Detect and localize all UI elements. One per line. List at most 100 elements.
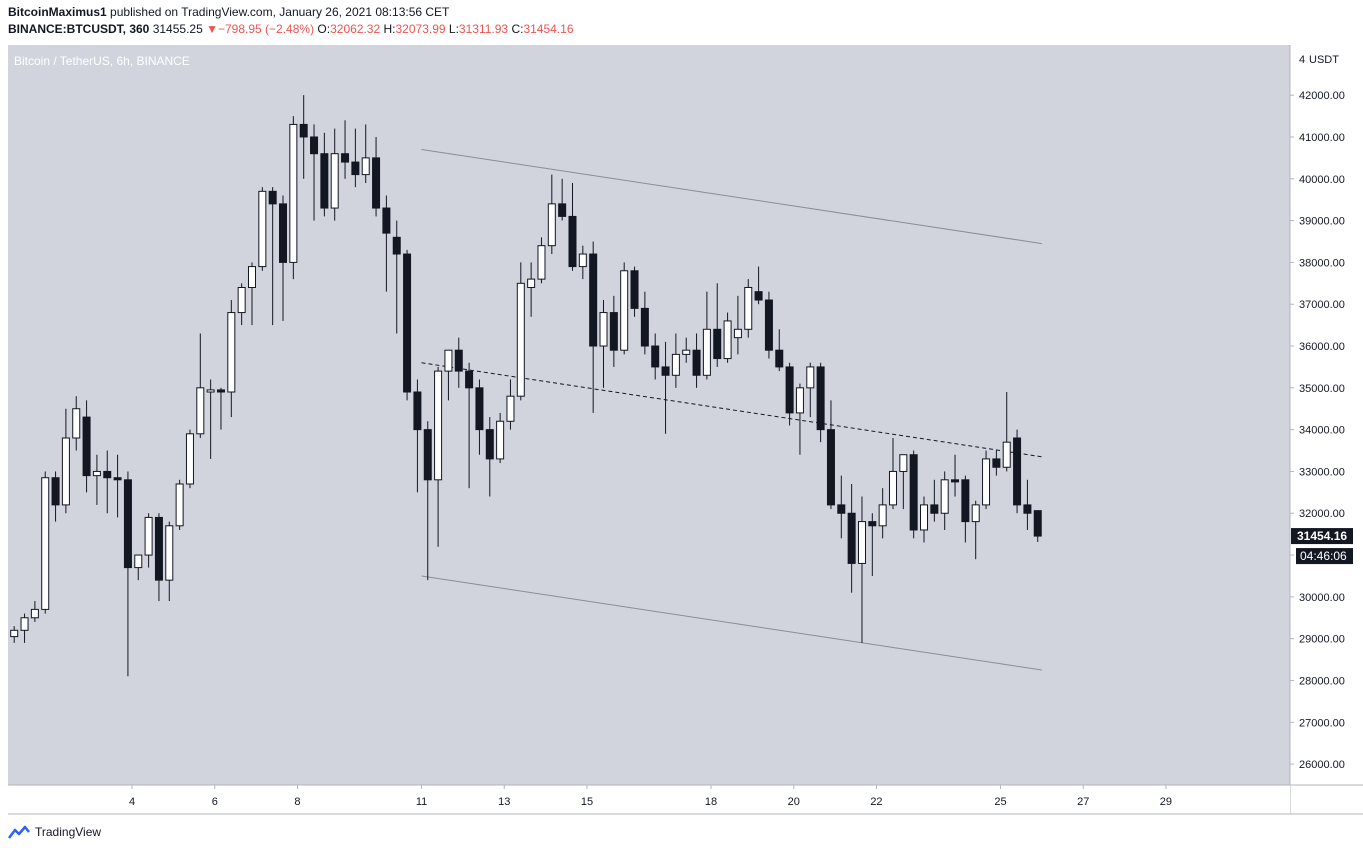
candle[interactable] [185,429,194,489]
candle[interactable] [258,187,267,271]
candle[interactable] [206,379,215,459]
author-name[interactable]: BitcoinMaximus1 [8,5,107,19]
candle[interactable] [971,500,980,560]
candle[interactable] [175,479,184,530]
candle[interactable] [940,471,949,530]
candle[interactable] [795,383,804,455]
candle[interactable] [247,262,256,326]
candle[interactable] [1002,392,1011,472]
candle[interactable] [227,300,236,418]
candle[interactable] [578,245,587,280]
candle[interactable] [692,333,701,388]
candle[interactable] [92,454,101,505]
plot-area[interactable] [8,45,1290,785]
candle[interactable] [506,379,515,430]
candle[interactable] [403,249,412,401]
candle[interactable] [744,279,753,338]
candle[interactable] [568,182,577,271]
candle[interactable] [682,337,691,363]
candle[interactable] [299,95,308,179]
candle[interactable] [868,513,877,576]
candle[interactable] [330,128,339,221]
time-axis[interactable] [8,785,1290,814]
candle[interactable] [620,262,629,355]
candle[interactable] [754,266,763,305]
candle[interactable] [30,601,39,622]
channel-lower-line[interactable] [421,575,1042,671]
candle[interactable] [589,241,598,413]
candle[interactable] [651,333,660,380]
candle[interactable] [134,554,143,581]
candle[interactable] [103,450,112,514]
candle[interactable] [454,337,463,388]
candle[interactable] [888,437,897,510]
candle[interactable] [961,475,970,543]
candle[interactable] [609,295,618,367]
candle[interactable] [310,124,319,221]
candle[interactable] [123,471,132,677]
candle[interactable] [878,488,887,539]
candle[interactable] [992,450,1001,476]
candle[interactable] [444,349,453,401]
candle[interactable] [10,626,19,643]
candle[interactable] [113,454,122,518]
candle[interactable] [516,262,525,401]
candle[interactable] [951,454,960,497]
candle[interactable] [413,379,422,493]
candle[interactable] [599,300,608,388]
candle[interactable] [51,471,60,522]
candle[interactable] [154,513,163,602]
candle[interactable] [196,333,205,438]
candle[interactable] [144,513,153,568]
candle[interactable] [661,341,670,434]
candle[interactable] [723,312,732,363]
candle[interactable] [392,220,401,334]
candle[interactable] [982,450,991,510]
candle[interactable] [475,379,484,455]
candle[interactable] [1023,479,1032,530]
candle[interactable] [20,613,29,643]
candle[interactable] [899,454,908,510]
candle[interactable] [847,483,856,593]
candle[interactable] [671,333,680,388]
candle[interactable] [61,408,70,514]
candle[interactable] [640,291,649,355]
candle[interactable] [775,329,784,372]
candle[interactable] [702,291,711,380]
candle[interactable] [785,362,794,426]
candle[interactable] [733,295,742,355]
candle[interactable] [826,400,835,510]
candle[interactable] [558,178,567,221]
candle[interactable] [816,362,825,443]
candle[interactable] [382,195,391,292]
candle[interactable] [216,387,225,430]
candle[interactable] [537,237,546,284]
candle[interactable] [930,479,939,522]
candle[interactable] [41,471,50,614]
candle[interactable] [268,187,277,326]
candle[interactable] [764,291,773,359]
candle[interactable] [547,174,556,255]
footer-brand[interactable]: TradingView [8,825,101,839]
candle[interactable] [1033,510,1042,543]
candle[interactable] [341,120,350,179]
candle[interactable] [496,412,505,464]
candle[interactable] [279,195,288,321]
candle[interactable] [465,362,474,489]
candle[interactable] [485,417,494,497]
candle[interactable] [837,475,846,539]
candle[interactable] [434,366,443,547]
candle[interactable] [320,132,329,217]
candle[interactable] [82,400,91,493]
candle[interactable] [527,262,536,317]
candle[interactable] [920,496,929,543]
candle[interactable] [351,128,360,188]
candle[interactable] [237,283,246,326]
candle[interactable] [372,136,381,217]
channel-upper-line[interactable] [421,149,1042,245]
candle[interactable] [1013,429,1022,514]
candle[interactable] [289,116,298,280]
candle[interactable] [72,396,81,451]
candle[interactable] [713,283,722,367]
